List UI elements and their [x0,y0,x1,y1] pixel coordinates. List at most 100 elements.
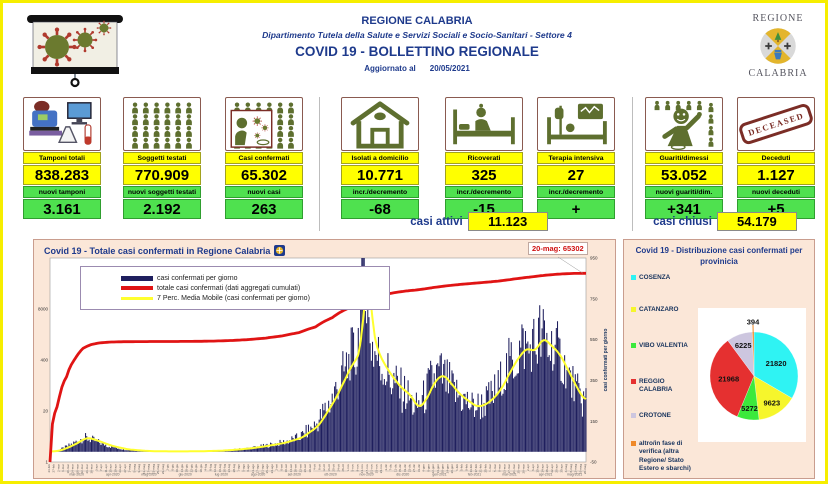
calabria-mini-logo [274,245,286,256]
svg-text:apr-2020: apr-2020 [106,473,120,477]
svg-text:mag-2021: mag-2021 [567,473,582,477]
svg-text:mag-2020: mag-2020 [141,473,156,477]
svg-text:28-ott: 28-ott [341,464,345,472]
stat-sub-label: incr./decremento [445,186,523,198]
stat-sub-label: nuovi deceduti [737,186,815,198]
people-grid-icon [132,102,192,149]
stat-value: 838.283 [23,165,101,185]
svg-text:24-ott: 24-ott [336,464,340,472]
svg-text:casi confermati per giorno: casi confermati per giorno [603,329,609,392]
calabria-region-logo: REGIONE CALABRIA [736,13,820,79]
svg-text:550: 550 [590,337,598,342]
casi-attivi-value: 11.123 [467,212,548,231]
svg-text:8-lug: 8-lug [208,464,212,471]
svg-text:20: 20 [43,409,49,414]
chart-legend: casi confermati per giorno totale casi c… [80,266,390,310]
svg-text:21-mag: 21-mag [151,464,155,475]
casi-attivi-summary: casi attivi 11.123 [343,212,615,231]
svg-text:13-ago: 13-ago [251,464,255,474]
svg-text:21-feb: 21-feb [479,464,483,473]
legend-swatch [631,379,636,384]
svg-text:30-mar: 30-mar [90,464,94,474]
stat-sub-label: nuovi casi [225,186,303,198]
stat-value: 770.909 [123,165,201,185]
legend-item-moving-average: 7 Perc. Media Mobile (casi confermati pe… [121,295,389,302]
group-divider [319,97,320,231]
svg-text:22-apr: 22-apr [550,464,554,473]
svg-text:17-ago: 17-ago [256,464,260,474]
svg-text:17-nov: 17-nov [365,464,369,474]
stat-label: Terapia intensiva [537,152,615,164]
legend-item-cumulative: totale casi confermati (dati aggregati c… [121,285,389,292]
svg-text:8-ott: 8-ott [317,464,321,470]
svg-text:1-ago: 1-ago [237,464,241,472]
stat-value: 27 [537,165,615,185]
legend-swatch-ma [121,296,153,300]
svg-text:1-mag: 1-mag [128,464,132,473]
svg-text:9-nov: 9-nov [355,464,359,472]
svg-text:20-gen: 20-gen [441,464,445,474]
svg-text:9-ago: 9-ago [246,464,250,472]
legend-swatch [631,307,636,312]
svg-text:9623: 9623 [763,399,780,408]
svg-text:26-apr: 26-apr [555,464,559,473]
svg-text:17-mag: 17-mag [147,464,151,475]
header: REGIONE CALABRIA Dipartimento Tutela del… [167,15,667,73]
stat-sub-value: 3.161 [23,199,101,219]
chart-title-row: Covid 19 - Totale casi confermati in Reg… [34,240,615,256]
svg-text:12-gen: 12-gen [431,464,435,474]
stat-label: Soggetti testati [123,152,201,164]
stat-sub-value: + [537,199,615,219]
virus-projector-logo [27,15,123,88]
svg-text:750: 750 [590,296,598,301]
svg-text:10-giu: 10-giu [175,464,179,473]
svg-text:27-apr: 27-apr [123,464,127,473]
svg-text:394: 394 [747,318,760,327]
svg-text:18-apr: 18-apr [545,464,549,473]
legend-item-daily: casi confermati per giorno [121,275,389,282]
stat-card-ricoverati: Ricoverati 325 incr./decremento -15 [445,97,523,219]
stat-sub-label: nuovi tamponi [23,186,101,198]
svg-text:12-lug: 12-lug [213,464,217,473]
updated-date: 20/05/2021 [429,64,470,73]
svg-text:14-mar: 14-mar [71,464,75,474]
legend-swatch [631,343,636,348]
svg-text:350: 350 [590,378,598,383]
svg-text:400: 400 [40,358,48,363]
pie-legend-altro: altro/in fase di verifica (altra Regione… [631,440,697,473]
svg-text:17-mar: 17-mar [507,464,511,474]
svg-text:apr-2021: apr-2021 [539,473,553,477]
svg-text:4-ott: 4-ott [313,464,317,470]
svg-text:11-apr: 11-apr [104,464,108,472]
svg-text:17-feb: 17-feb [474,464,478,473]
stat-sub-value: +341 [645,199,723,219]
svg-text:6225: 6225 [735,341,752,350]
svg-text:4-lug: 4-lug [204,464,208,471]
svg-text:1-nov: 1-nov [346,464,350,472]
svg-text:ago-2020: ago-2020 [251,473,265,477]
svg-text:20-mag: 20-mag [583,464,587,475]
svg-text:21-nov: 21-nov [370,464,374,474]
svg-text:27-feb: 27-feb [52,464,56,473]
pie-title: Covid 19 - Distribuzione casi confermati… [635,246,803,266]
group-divider [632,97,633,231]
svg-text:26-mar: 26-mar [85,464,89,474]
pie-legend-cosenza: COSENZA [631,274,697,282]
svg-text:dic-2020: dic-2020 [396,473,409,477]
stat-label: Guariti/dimessi [645,152,723,164]
svg-text:4-gen: 4-gen [422,464,426,472]
svg-text:29-ago: 29-ago [270,464,274,474]
svg-text:7-dic: 7-dic [389,464,393,471]
icu-bed-icon [547,103,607,145]
svg-text:9-feb: 9-feb [464,464,468,471]
svg-text:25-ago: 25-ago [265,464,269,474]
svg-text:21-ago: 21-ago [261,464,265,474]
house-icon [350,101,410,149]
svg-text:25-mar: 25-mar [517,464,521,474]
svg-text:23-apr: 23-apr [118,464,122,473]
svg-text:1-feb: 1-feb [455,464,459,471]
svg-text:18-set: 18-set [294,464,298,473]
svg-text:22-mar: 22-mar [80,464,84,474]
svg-text:8-mag: 8-mag [569,464,573,473]
